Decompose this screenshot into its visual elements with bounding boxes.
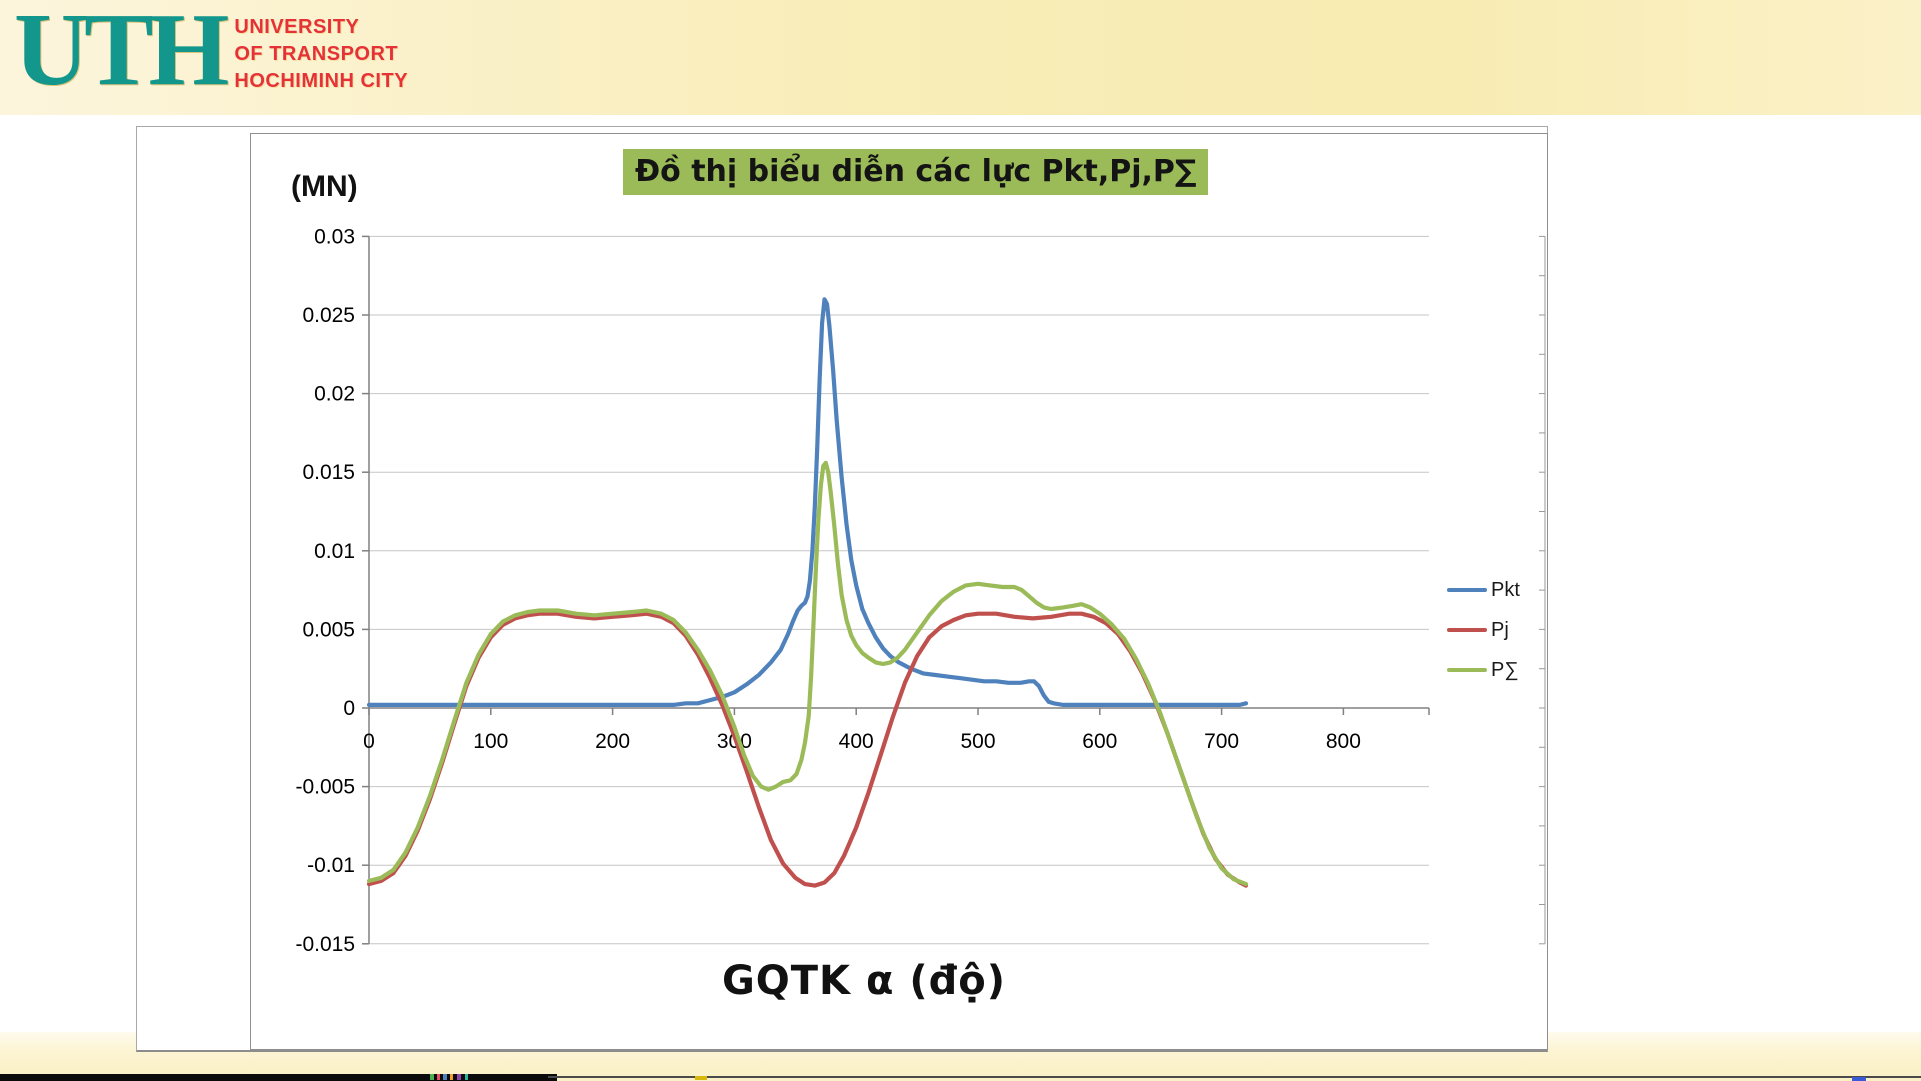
svg-text:0.01: 0.01: [314, 540, 355, 563]
svg-text:-0.005: -0.005: [295, 776, 355, 799]
svg-text:400: 400: [839, 730, 874, 753]
taskbar-speck: [457, 1074, 461, 1080]
progress-bar-filled[interactable]: [0, 1074, 557, 1081]
legend-swatch-pj: [1447, 628, 1487, 632]
university-logo: UTH UNIVERSITY OF TRANSPORT HOCHIMINH CI…: [14, 0, 408, 107]
svg-text:600: 600: [1082, 730, 1117, 753]
taskbar-speck: [450, 1074, 453, 1080]
svg-text:0.025: 0.025: [302, 304, 355, 327]
taskbar-speck: [443, 1074, 447, 1080]
logo-line-of-transport: OF TRANSPORT: [234, 43, 399, 65]
logo-line-hochiminh-city: HOCHIMINH CITY: [234, 70, 409, 92]
svg-text:800: 800: [1326, 730, 1361, 753]
legend-label-pj: Pj: [1491, 618, 1509, 641]
svg-text:700: 700: [1204, 730, 1239, 753]
taskbar-speck: [437, 1074, 440, 1080]
chart-object: 0.03 0.025 0.02 0.015 0.01 0.005 0 -0.005 -0.01 -…: [250, 133, 1548, 1050]
svg-text:0.015: 0.015: [302, 461, 355, 484]
legend-item-pkt: Pkt: [1447, 570, 1520, 610]
progress-blue-marker: [1852, 1077, 1866, 1081]
svg-text:0.02: 0.02: [314, 383, 355, 406]
svg-text:200: 200: [595, 730, 630, 753]
plot-area: 0.03 0.025 0.02 0.015 0.01 0.005 0 -0.005 -0.01 -…: [295, 225, 1546, 956]
legend-swatch-psum: [1447, 668, 1487, 672]
svg-text:-0.01: -0.01: [307, 854, 355, 877]
taskbar-speck: [465, 1074, 468, 1080]
logo-uth-acronym: UTH: [14, 0, 229, 107]
chart-title: Đồ thị biểu diễn các lực Pkt,Pj,P∑: [623, 149, 1209, 195]
svg-text:100: 100: [473, 730, 508, 753]
chart-legend: Pkt Pj P∑: [1447, 570, 1520, 690]
x-axis-title: GQTK α (độ): [721, 958, 1007, 1004]
svg-text:0.03: 0.03: [314, 225, 355, 248]
svg-text:0.005: 0.005: [302, 618, 355, 641]
legend-label-pkt: Pkt: [1491, 578, 1520, 601]
y-axis-unit-label: (MN): [291, 170, 358, 203]
logo-text-block: UNIVERSITY OF TRANSPORT HOCHIMINH CITY: [234, 14, 408, 95]
progress-yellow-marker: [695, 1076, 707, 1080]
legend-swatch-pkt: [1447, 588, 1487, 592]
svg-text:-0.015: -0.015: [295, 933, 355, 956]
svg-text:0: 0: [343, 697, 355, 720]
taskbar-speck: [430, 1074, 434, 1080]
header-band: [0, 0, 1921, 115]
legend-label-psum: P∑: [1491, 658, 1519, 681]
svg-text:500: 500: [960, 730, 995, 753]
progress-bar-track[interactable]: [548, 1076, 1921, 1078]
svg-text:0: 0: [363, 730, 375, 753]
media-progress-bar[interactable]: [0, 1074, 1921, 1081]
legend-item-psum: P∑: [1447, 650, 1520, 690]
legend-item-pj: Pj: [1447, 610, 1520, 650]
logo-line-university: UNIVERSITY: [234, 16, 360, 38]
